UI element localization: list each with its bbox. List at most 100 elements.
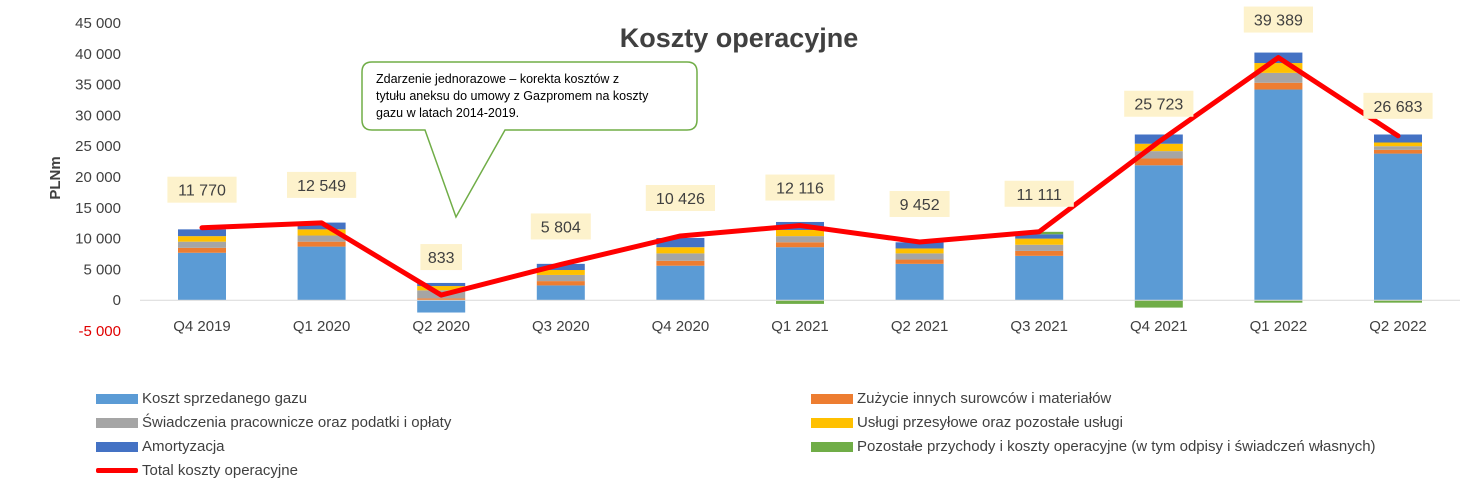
bar-segment-0 bbox=[297, 246, 346, 301]
y-axis-label: PLNm bbox=[47, 156, 64, 199]
y-tick-label: -5 000 bbox=[78, 323, 121, 340]
data-label: 11 770 bbox=[167, 176, 237, 203]
bar-segment-2 bbox=[1254, 72, 1303, 83]
bar-segment-3 bbox=[895, 248, 944, 254]
x-tick-label: Q2 2021 bbox=[891, 318, 949, 335]
bar-segment-2 bbox=[536, 274, 585, 282]
data-label-bg bbox=[889, 190, 950, 217]
data-label-text: 10 426 bbox=[656, 191, 705, 208]
bar-segment-3 bbox=[1254, 63, 1303, 73]
data-label-text: 12 549 bbox=[297, 178, 346, 195]
bar-segment-3 bbox=[1374, 142, 1422, 147]
bar-segment-2 bbox=[178, 241, 226, 248]
data-label-text: 12 116 bbox=[776, 181, 824, 198]
data-label-bg bbox=[1004, 180, 1074, 207]
bar-segment-2 bbox=[1374, 146, 1422, 150]
data-label-text: 11 770 bbox=[178, 183, 226, 200]
bar-segment-0 bbox=[895, 263, 944, 301]
data-label-bg bbox=[530, 213, 591, 240]
bar-segment-3 bbox=[1015, 238, 1064, 245]
data-label-bg bbox=[1243, 6, 1313, 33]
bar-segment-3 bbox=[297, 229, 346, 236]
data-label-bg bbox=[287, 171, 357, 198]
bar-segment-2 bbox=[1134, 151, 1183, 159]
bar-segment-2 bbox=[895, 253, 944, 260]
bar-segment-2 bbox=[776, 236, 824, 243]
y-tick-label: 5 000 bbox=[83, 261, 121, 278]
bar-segment-0 bbox=[656, 265, 705, 301]
bar-segment-4 bbox=[1015, 234, 1064, 239]
bar-segment-1 bbox=[1374, 149, 1422, 154]
data-label-bg bbox=[1363, 92, 1433, 119]
annotation-callout: Zdarzenie jednorazowe – korekta kosztów … bbox=[361, 61, 698, 219]
x-axis-ticks: Q4 2019 Q1 2020 Q2 2020 Q3 2020 Q4 2020 Q1 20… bbox=[173, 318, 1427, 335]
bar-segment-1 bbox=[297, 241, 346, 247]
data-label-bg bbox=[420, 244, 462, 271]
data-label-bg bbox=[167, 176, 237, 203]
data-label: 26 683 bbox=[1363, 92, 1433, 119]
bar-segment-2 bbox=[1015, 244, 1064, 251]
x-tick-label: Q4 2020 bbox=[652, 318, 710, 335]
bar-segment-4 bbox=[1374, 134, 1422, 143]
y-tick-label: 10 000 bbox=[75, 231, 121, 248]
y-tick-label: 45 000 bbox=[75, 15, 121, 32]
bar-segment-4 bbox=[297, 222, 346, 230]
data-label-bg bbox=[645, 184, 715, 211]
data-label: 39 389 bbox=[1243, 6, 1313, 33]
bar-segment-0 bbox=[417, 300, 466, 313]
callout-text-line: Zdarzenie jednorazowe – korekta kosztów … bbox=[376, 72, 619, 86]
x-tick-label: Q1 2022 bbox=[1250, 318, 1308, 335]
bar-segment-3 bbox=[656, 247, 705, 254]
x-tick-label: Q4 2019 bbox=[173, 318, 231, 335]
bars bbox=[178, 52, 1422, 313]
bar-segment-0 bbox=[1134, 165, 1183, 301]
data-label-bg bbox=[765, 174, 835, 201]
data-labels: 11 770 12 549 833 5 804 10 426 12 116 9 452 11 … bbox=[167, 6, 1433, 271]
bar-segment-0 bbox=[178, 252, 226, 301]
bar-segment-4 bbox=[895, 242, 944, 249]
total-line bbox=[199, 55, 1401, 298]
bar-segment-4 bbox=[656, 237, 705, 248]
bar-segment-4 bbox=[178, 229, 226, 237]
bar-segment-5 bbox=[776, 300, 824, 304]
data-label-text: 9 452 bbox=[900, 197, 940, 214]
y-tick-label: 30 000 bbox=[75, 107, 121, 124]
bar-segment-0 bbox=[1254, 89, 1303, 301]
bar-segment-1 bbox=[895, 259, 944, 264]
bar-segment-1 bbox=[1134, 158, 1183, 166]
bar-segment-5 bbox=[1254, 300, 1303, 303]
bar-segment-3 bbox=[417, 286, 466, 291]
bar-segment-1 bbox=[776, 242, 824, 248]
data-label-text: 26 683 bbox=[1374, 99, 1423, 116]
x-tick-label: Q1 2021 bbox=[771, 318, 829, 335]
data-label: 11 111 bbox=[1004, 180, 1074, 207]
y-axis-ticks: -5 000 0 5 000 10 000 15 000 20 000 25 000 30 0… bbox=[75, 15, 121, 340]
x-tick-label: Q3 2020 bbox=[532, 318, 590, 335]
bar-segment-0 bbox=[776, 247, 824, 301]
callout-text-line: gazu w latach 2014-2019. bbox=[376, 106, 519, 120]
bar-segment-1 bbox=[1254, 82, 1303, 90]
data-label: 9 452 bbox=[889, 190, 950, 217]
bar-segment-1 bbox=[178, 247, 226, 253]
callout-text-line: tytułu aneksu do umowy z Gazpromem na ko… bbox=[376, 89, 649, 103]
data-label-text: 833 bbox=[428, 250, 455, 267]
bar-segment-0 bbox=[1015, 255, 1064, 301]
y-tick-label: 40 000 bbox=[75, 46, 121, 63]
bar-segment-0 bbox=[1374, 153, 1422, 301]
data-label: 12 549 bbox=[287, 171, 357, 198]
y-tick-label: 20 000 bbox=[75, 169, 121, 186]
data-label-text: 11 111 bbox=[1017, 187, 1062, 204]
bar-segment-3 bbox=[1134, 143, 1183, 152]
data-label-text: 25 723 bbox=[1134, 97, 1183, 114]
callout-box bbox=[361, 61, 698, 219]
data-label-text: 5 804 bbox=[541, 219, 581, 236]
bar-segment-3 bbox=[776, 229, 824, 237]
data-label: 25 723 bbox=[1124, 90, 1194, 117]
y-tick-label: 25 000 bbox=[75, 138, 121, 155]
x-tick-label: Q3 2021 bbox=[1010, 318, 1068, 335]
bar-segment-1 bbox=[536, 281, 585, 286]
data-label: 5 804 bbox=[530, 213, 591, 240]
x-tick-label: Q4 2021 bbox=[1130, 318, 1188, 335]
y-tick-label: 0 bbox=[113, 292, 121, 309]
